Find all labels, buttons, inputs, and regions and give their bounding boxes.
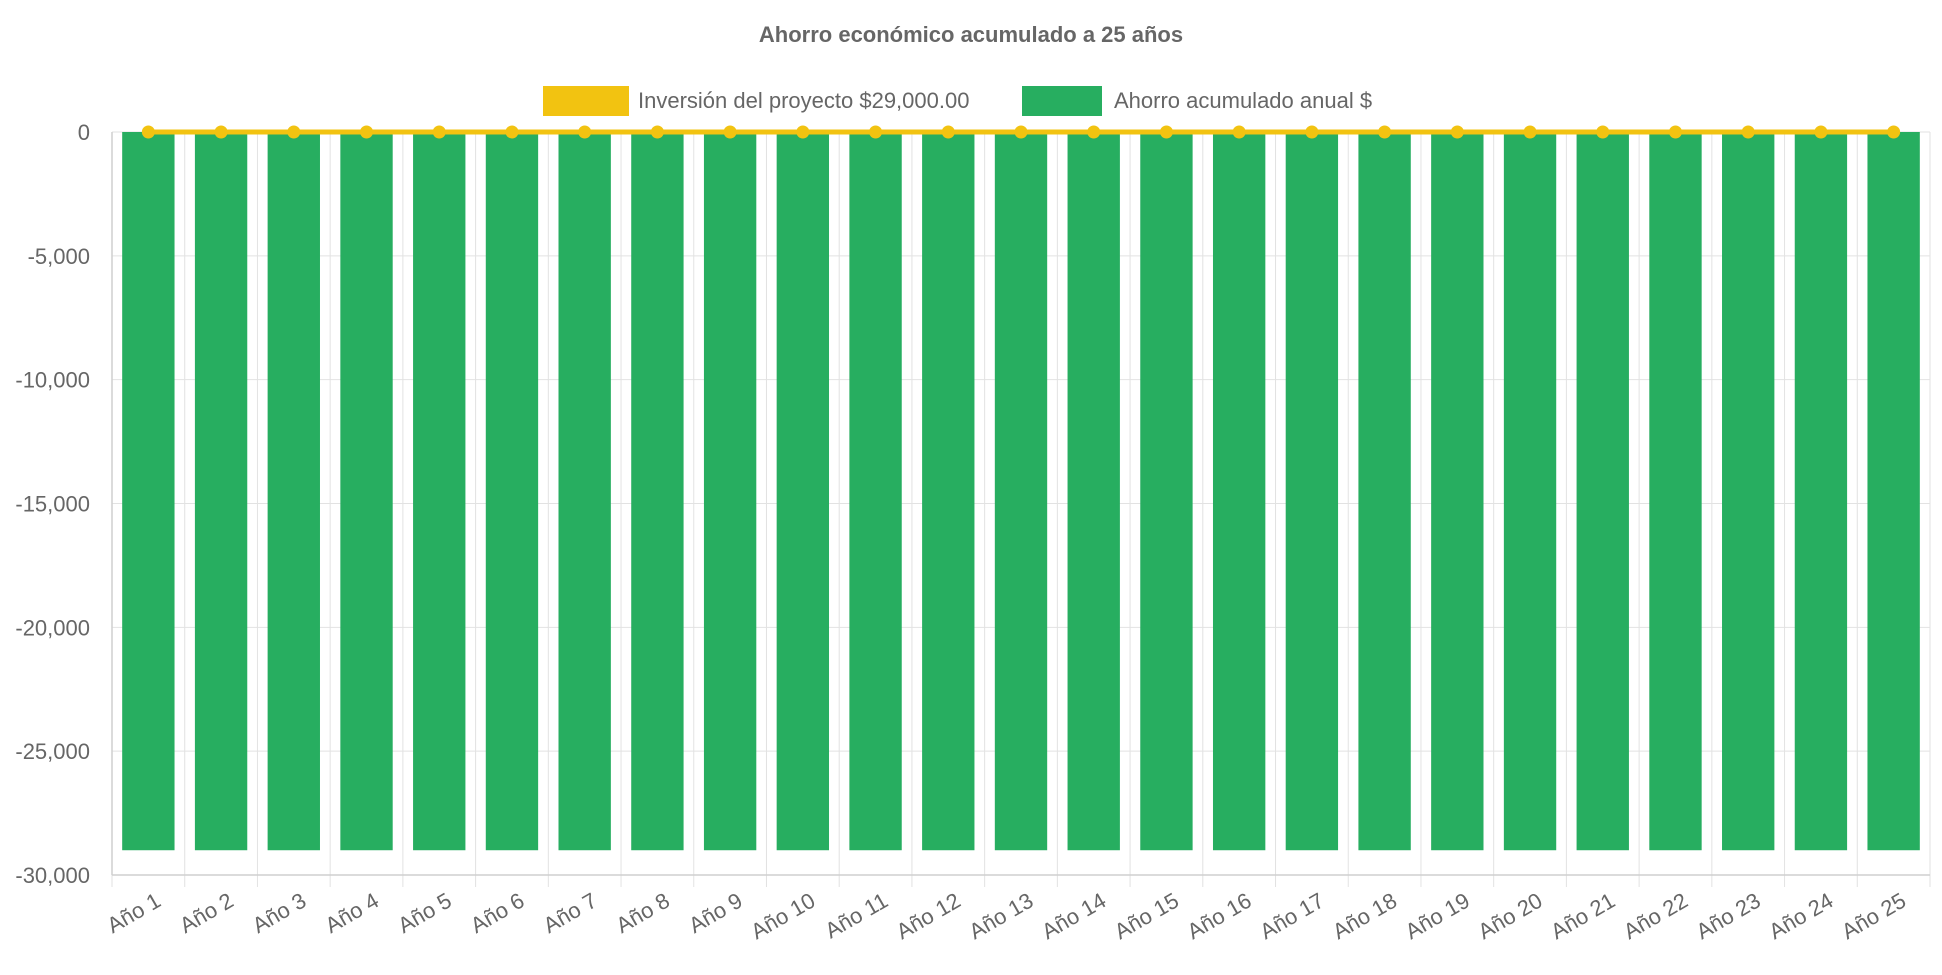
x-tick-label: Año 3	[248, 888, 310, 938]
y-axis-ticks: 0 -5,000 -10,000 -15,000 -20,000 -25,000 -30,0…	[15, 120, 90, 888]
bar-22[interactable]	[1649, 132, 1702, 851]
chart-legend: Inversión del proyecto $29,000.00 Ahorro…	[543, 86, 1372, 116]
investment-point-5[interactable]	[432, 125, 446, 139]
investment-point-8[interactable]	[650, 125, 664, 139]
x-tick-label: Año 9	[684, 888, 746, 938]
line-series	[141, 125, 1901, 139]
x-tick-label: Año 17	[1255, 888, 1328, 945]
bar-3[interactable]	[267, 132, 320, 851]
bar-16[interactable]	[1212, 132, 1266, 851]
bar-23[interactable]	[1722, 132, 1775, 851]
x-tick-label: Año 6	[466, 888, 528, 938]
bar-25[interactable]	[1867, 132, 1920, 851]
bar-12[interactable]	[922, 132, 975, 851]
investment-point-11[interactable]	[869, 125, 883, 139]
bar-18[interactable]	[1358, 132, 1411, 851]
bar-14[interactable]	[1067, 132, 1120, 851]
x-tick-label: Año 5	[393, 888, 455, 938]
investment-point-9[interactable]	[723, 125, 737, 139]
legend-swatch-investment	[543, 86, 629, 116]
x-tick-label: Año 7	[539, 888, 601, 938]
investment-point-15[interactable]	[1159, 125, 1173, 139]
bar-17[interactable]	[1285, 132, 1339, 851]
x-tick-label: Año 24	[1765, 888, 1838, 945]
investment-point-14[interactable]	[1087, 125, 1101, 139]
x-tick-label: Año 20	[1474, 888, 1547, 945]
y-tick-label: -10,000	[15, 368, 90, 393]
x-tick-label: Año 25	[1837, 888, 1910, 945]
bar-24[interactable]	[1794, 132, 1848, 851]
investment-point-19[interactable]	[1450, 125, 1464, 139]
x-tick-label: Año 11	[821, 888, 892, 944]
investment-point-12[interactable]	[941, 125, 955, 139]
investment-point-24[interactable]	[1814, 125, 1828, 139]
investment-point-10[interactable]	[796, 125, 810, 139]
x-tick-label: Año 15	[1110, 888, 1183, 945]
x-tick-label: Año 22	[1619, 888, 1692, 945]
y-tick-label: -5,000	[28, 244, 90, 269]
legend-label-savings: Ahorro acumulado anual $	[1114, 88, 1372, 113]
investment-point-7[interactable]	[578, 125, 592, 139]
y-tick-label: -20,000	[15, 615, 90, 640]
y-tick-label: -30,000	[15, 863, 90, 888]
bar-6[interactable]	[485, 132, 539, 851]
x-tick-label: Año 4	[321, 888, 383, 938]
legend-swatch-savings	[1022, 86, 1102, 116]
y-tick-label: -25,000	[15, 739, 90, 764]
investment-point-4[interactable]	[360, 125, 374, 139]
x-tick-label: Año 14	[1037, 888, 1110, 945]
investment-point-21[interactable]	[1596, 125, 1610, 139]
investment-point-20[interactable]	[1523, 125, 1537, 139]
investment-point-13[interactable]	[1014, 125, 1028, 139]
investment-point-25[interactable]	[1887, 125, 1901, 139]
chart-title: Ahorro económico acumulado a 25 años	[759, 22, 1183, 47]
investment-point-18[interactable]	[1378, 125, 1392, 139]
investment-point-22[interactable]	[1668, 125, 1682, 139]
bar-5[interactable]	[413, 132, 466, 851]
bar-13[interactable]	[994, 132, 1048, 851]
bar-15[interactable]	[1140, 132, 1193, 851]
bar-1[interactable]	[122, 132, 175, 851]
bar-19[interactable]	[1431, 132, 1484, 851]
bar-20[interactable]	[1503, 132, 1557, 851]
x-axis-ticks: Año 1 Año 2 Año 3 Año 4 Año 5 Año 6 Año 7 Año 8…	[103, 888, 1911, 945]
x-tick-label: Año 21	[1546, 888, 1619, 945]
bar-series	[122, 132, 1920, 851]
legend-label-investment: Inversión del proyecto $29,000.00	[638, 88, 969, 113]
bar-21[interactable]	[1576, 132, 1629, 851]
x-tick-label: Año 1	[103, 888, 165, 938]
investment-point-16[interactable]	[1232, 125, 1246, 139]
investment-point-17[interactable]	[1305, 125, 1319, 139]
bar-2[interactable]	[194, 132, 248, 851]
x-tick-label: Año 23	[1692, 888, 1765, 945]
investment-point-6[interactable]	[505, 125, 519, 139]
bar-4[interactable]	[340, 132, 393, 851]
legend-item-savings[interactable]: Ahorro acumulado anual $	[1022, 86, 1372, 116]
bar-10[interactable]	[776, 132, 830, 851]
investment-point-1[interactable]	[141, 125, 155, 139]
bar-11[interactable]	[849, 132, 902, 851]
investment-point-3[interactable]	[287, 125, 301, 139]
investment-point-23[interactable]	[1741, 125, 1755, 139]
x-tick-label: Año 12	[892, 888, 965, 945]
x-tick-label: Año 13	[965, 888, 1038, 945]
bar-8[interactable]	[631, 132, 684, 851]
legend-item-investment[interactable]: Inversión del proyecto $29,000.00	[543, 86, 969, 116]
bar-7[interactable]	[558, 132, 611, 851]
y-tick-label: 0	[78, 120, 90, 145]
x-tick-label: Año 2	[175, 888, 237, 938]
x-tick-label: Año 8	[612, 888, 674, 938]
x-tick-label: Año 18	[1328, 888, 1401, 945]
investment-point-2[interactable]	[214, 125, 228, 139]
y-tick-label: -15,000	[15, 492, 90, 517]
x-tick-label: Año 19	[1401, 888, 1474, 945]
bar-9[interactable]	[703, 132, 757, 851]
x-tick-label: Año 10	[746, 888, 819, 945]
axes	[111, 132, 1930, 876]
x-tick-label: Año 16	[1183, 888, 1256, 945]
